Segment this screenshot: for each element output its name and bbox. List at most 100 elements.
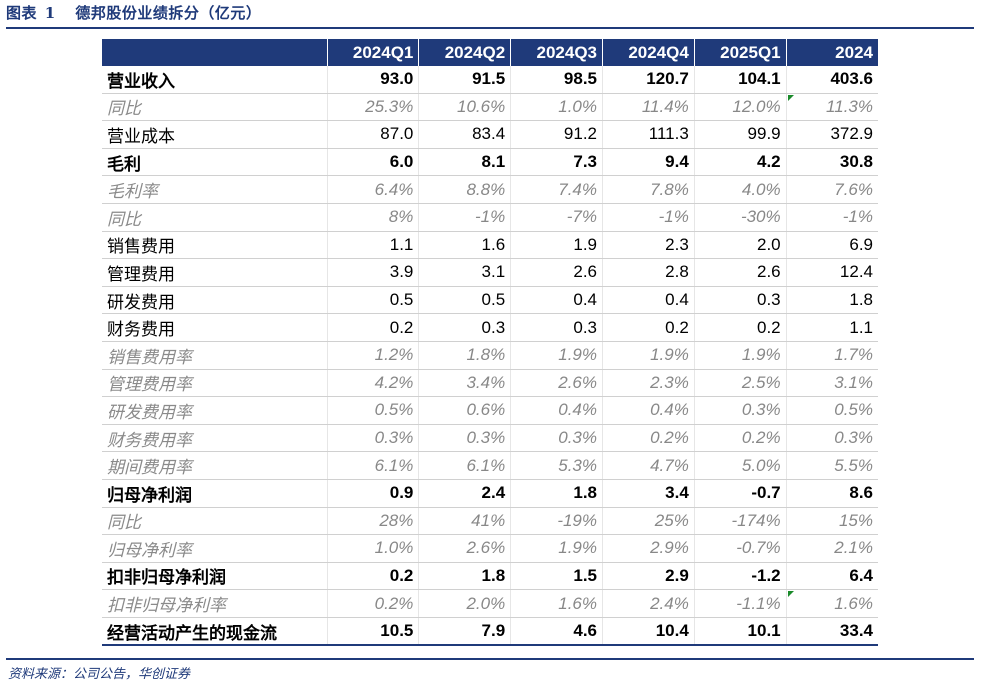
cell-value: 6.4 xyxy=(849,565,873,585)
table-cell: 0.2 xyxy=(326,313,419,342)
cell-value: 15% xyxy=(838,510,873,530)
table-row: 归母净利率 1.0% 2.6% 1.9% 2.9% -0.7% 2.1% xyxy=(102,534,878,563)
table-cell: 1.8 xyxy=(785,286,878,315)
table-cell: 1.9% xyxy=(510,341,603,370)
cell-value: 4.0% xyxy=(741,179,781,199)
cell-value: 1.8 xyxy=(573,483,597,503)
cell-value: 0.2% xyxy=(650,428,689,448)
cell-value: 99.9 xyxy=(747,124,781,144)
row-label: 研发费用率 xyxy=(102,396,328,425)
table-row: 营业成本 87.0 83.4 91.2 111.3 99.9 372.9 xyxy=(102,120,878,149)
row-label: 期间费用率 xyxy=(102,451,328,480)
cell-value: -30% xyxy=(740,207,781,227)
cell-value: 25% xyxy=(654,510,689,530)
table-cell: 104.1 xyxy=(693,66,787,94)
header-cell: 2024Q3 xyxy=(510,39,603,66)
table-row: 同比 8% -1% -7% -1% -30% -1% xyxy=(102,203,878,232)
cell-value: 372.9 xyxy=(830,124,873,144)
table-cell: 2.5% xyxy=(693,369,787,398)
cell-value: 1.6% xyxy=(558,593,597,613)
table-cell: 1.8 xyxy=(418,562,511,591)
table-cell: 0.2 xyxy=(602,313,695,342)
table-cell: 87.0 xyxy=(326,120,419,149)
table-cell: 2.1% xyxy=(785,534,878,563)
table-cell: 98.5 xyxy=(510,66,603,94)
cell-value: 12.0% xyxy=(732,96,781,116)
row-label: 管理费用 xyxy=(102,258,328,287)
table-cell: 7.4% xyxy=(510,175,603,204)
table-cell: 0.2% xyxy=(326,589,419,618)
table-cell: 4.7% xyxy=(602,451,695,480)
table-cell: 25.3% xyxy=(326,93,419,122)
earnings-table: 2024Q1 2024Q2 2024Q3 2024Q4 2025Q1 2024 … xyxy=(102,39,878,647)
row-label: 研发费用 xyxy=(102,286,328,315)
comment-marker-icon xyxy=(787,591,794,598)
cell-value: 0.2 xyxy=(389,565,414,585)
table-cell: 10.5 xyxy=(326,617,419,647)
table-cell: 4.0% xyxy=(693,175,787,204)
table-cell: 33.4 xyxy=(785,617,878,647)
cell-value: 0.2% xyxy=(741,428,781,448)
cell-value: 3.4 xyxy=(665,483,689,503)
table-cell: 7.9 xyxy=(418,617,511,647)
cell-value: 2.0% xyxy=(466,593,506,613)
cell-value: 12.4 xyxy=(839,262,873,282)
table-cell: 1.9% xyxy=(602,341,695,370)
table-row: 研发费用 0.5 0.5 0.4 0.4 0.3 1.8 xyxy=(102,286,878,315)
cell-value: 8.6 xyxy=(849,483,873,503)
row-label: 销售费用率 xyxy=(102,341,328,370)
cell-value: 6.9 xyxy=(849,234,873,254)
table-cell: 403.6 xyxy=(785,66,878,94)
row-label: 经营活动产生的现金流 xyxy=(102,617,328,647)
table-row: 管理费用率 4.2% 3.4% 2.6% 2.3% 2.5% 3.1% xyxy=(102,369,878,398)
cell-value: -1.2 xyxy=(751,565,781,585)
cell-value: 5.5% xyxy=(834,455,873,475)
table-cell: 7.3 xyxy=(510,148,603,177)
cell-value: 1.9% xyxy=(650,345,689,365)
table-cell: 0.3% xyxy=(326,424,419,453)
cell-value: -1% xyxy=(842,207,873,227)
header-cell xyxy=(102,39,328,66)
cell-value: 0.2% xyxy=(374,593,414,613)
cell-value: 0.3% xyxy=(374,428,414,448)
table-cell: 1.9% xyxy=(510,534,603,563)
comment-marker-icon xyxy=(787,94,794,101)
table-cell: 10.6% xyxy=(418,93,511,122)
cell-value: 1.8 xyxy=(481,565,506,585)
table-cell: 1.5 xyxy=(510,562,603,591)
cell-value: 0.2 xyxy=(665,317,689,337)
table-cell: 93.0 xyxy=(326,66,419,94)
table-row: 期间费用率 6.1% 6.1% 5.3% 4.7% 5.0% 5.5% xyxy=(102,451,878,480)
table-cell: 0.3% xyxy=(785,424,878,453)
table-cell: 2.4 xyxy=(418,479,511,508)
table-cell: -0.7% xyxy=(693,534,787,563)
bottom-rule xyxy=(6,658,974,660)
table-cell: 7.8% xyxy=(602,175,695,204)
table-cell: 0.3% xyxy=(693,396,787,425)
table-row: 研发费用率 0.5% 0.6% 0.4% 0.4% 0.3% 0.5% xyxy=(102,396,878,425)
top-rule xyxy=(6,27,974,29)
table-cell: -1% xyxy=(602,203,695,232)
row-label: 营业成本 xyxy=(102,120,328,149)
table-cell: 0.2% xyxy=(693,424,787,453)
table-cell: 0.4 xyxy=(602,286,695,315)
cell-value: 0.3 xyxy=(756,290,781,310)
table-row: 归母净利润 0.9 2.4 1.8 3.4 -0.7 8.6 xyxy=(102,479,878,508)
table-cell: -1% xyxy=(785,203,878,232)
cell-value: 9.4 xyxy=(665,152,689,172)
cell-value: 2.6 xyxy=(756,262,781,282)
table-cell: 1.8% xyxy=(418,341,511,370)
table-cell: 6.0 xyxy=(326,148,419,177)
cell-value: 7.4% xyxy=(558,179,597,199)
cell-value: 2.1% xyxy=(834,538,873,558)
cell-value: 0.3 xyxy=(481,317,506,337)
table-cell: 0.4% xyxy=(510,396,603,425)
table-cell: 5.0% xyxy=(693,451,787,480)
table-cell: 0.3% xyxy=(510,424,603,453)
table-cell: 83.4 xyxy=(418,120,511,149)
table-cell: 6.4% xyxy=(326,175,419,204)
table-cell: -0.7 xyxy=(693,479,787,508)
cell-value: 1.5 xyxy=(573,565,597,585)
row-label: 扣非归母净利润 xyxy=(102,562,328,591)
table-cell: 2.9 xyxy=(602,562,695,591)
